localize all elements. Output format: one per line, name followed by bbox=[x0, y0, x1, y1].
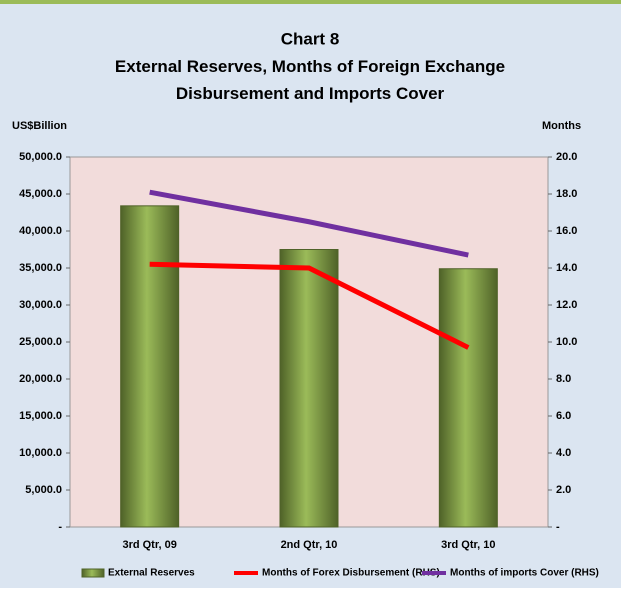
y-tick-label: 40,000.0 bbox=[19, 225, 62, 237]
y2-tick-label: 14.0 bbox=[556, 262, 577, 274]
y-tick-label: 35,000.0 bbox=[19, 262, 62, 274]
y-tick-label: 50,000.0 bbox=[19, 151, 62, 163]
x-tick-label: 2nd Qtr, 10 bbox=[281, 539, 338, 551]
y-tick-label: 30,000.0 bbox=[19, 299, 62, 311]
x-tick-label: 3rd Qtr, 10 bbox=[441, 539, 495, 551]
y-tick-label: 45,000.0 bbox=[19, 188, 62, 200]
line bbox=[149, 189, 469, 258]
y-axis-title: US$Billion bbox=[12, 120, 67, 132]
legend-label: Months of Forex Disbursement (RHS) bbox=[262, 568, 440, 579]
y2-tick-label: 2.0 bbox=[556, 484, 571, 496]
line bbox=[149, 261, 470, 350]
top-border bbox=[0, 0, 621, 4]
y2-tick-label: - bbox=[556, 521, 560, 533]
legend-label: External Reserves bbox=[108, 568, 195, 579]
chart-title: Chart 8 bbox=[281, 29, 340, 48]
y-tick-label: 25,000.0 bbox=[19, 336, 62, 348]
y2-tick-label: 16.0 bbox=[556, 225, 577, 237]
y2-tick-label: 6.0 bbox=[556, 410, 571, 422]
y2-tick-label: 10.0 bbox=[556, 336, 577, 348]
y2-tick-label: 18.0 bbox=[556, 188, 577, 200]
y2-tick-label: 12.0 bbox=[556, 299, 577, 311]
legend-swatch bbox=[81, 568, 105, 578]
subtitle-box: External Reserves, Months of Foreign Exc… bbox=[114, 57, 506, 103]
chart-subtitle: External Reserves, Months of Foreign Exc… bbox=[114, 57, 506, 103]
legend-label: Months of imports Cover (RHS) bbox=[450, 568, 599, 579]
y2-tick-label: 20.0 bbox=[556, 151, 577, 163]
bar bbox=[279, 249, 339, 528]
y-tick-label: 5,000.0 bbox=[25, 484, 62, 496]
bar bbox=[438, 268, 498, 528]
y-tick-label: 20,000.0 bbox=[19, 373, 62, 385]
bar bbox=[120, 205, 180, 528]
y2-tick-label: 8.0 bbox=[556, 373, 571, 385]
x-tick-label: 3rd Qtr, 09 bbox=[122, 539, 176, 551]
y-tick-label: - bbox=[58, 521, 62, 533]
y2-axis-title: Months bbox=[542, 120, 581, 132]
y-tick-label: 10,000.0 bbox=[19, 447, 62, 459]
y2-tick-label: 4.0 bbox=[556, 447, 571, 459]
y-tick-label: 15,000.0 bbox=[19, 410, 62, 422]
